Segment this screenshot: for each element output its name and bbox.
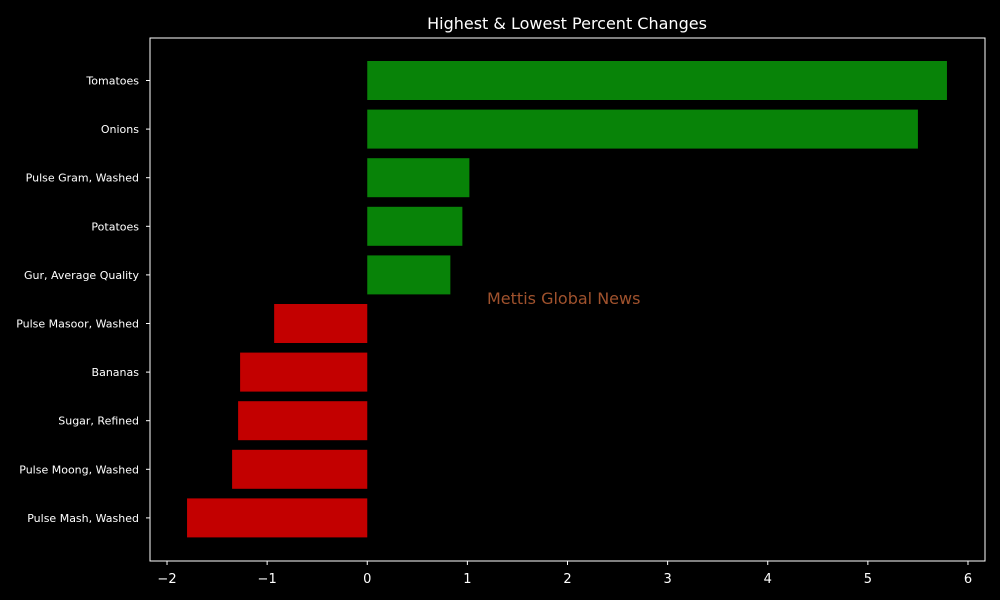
bar-gur-average-quality [367,255,451,295]
category-labels: Tomatoes Onions Pulse Gram, Washed Potatoes… [16,75,150,525]
y-category-label: Pulse Masoor, Washed [16,318,139,331]
x-tick-label: 4 [764,572,772,587]
bar-pulse-gram-washed [367,158,470,198]
bar-onions [367,109,918,149]
watermark-text: Mettis Global News [487,289,640,308]
y-category-label: Pulse Moong, Washed [19,463,139,476]
y-category-label: Tomatoes [85,75,139,88]
bar-potatoes [367,206,463,246]
x-tick-label: −1 [258,572,277,587]
y-category-label: Gur, Average Quality [24,269,139,282]
bar-sugar-refined [238,401,368,441]
x-tick-label: 1 [463,572,471,587]
y-category-label: Onions [101,123,139,136]
x-tick-label: 5 [864,572,872,587]
y-category-label: Pulse Gram, Washed [26,172,139,185]
y-category-label: Potatoes [91,220,139,233]
x-tick-label: 3 [663,572,671,587]
bar-pulse-mash-washed [187,498,368,538]
y-category-label: Pulse Mash, Washed [27,512,139,525]
y-category-label: Bananas [92,366,140,379]
x-tick-label: 0 [363,572,371,587]
x-tick-label: 2 [563,572,571,587]
x-tick-label: 6 [964,572,972,587]
bar-bananas [240,352,368,392]
bars-group [187,61,947,538]
bar-pulse-masoor-washed [274,304,368,343]
y-category-label: Sugar, Refined [58,415,139,428]
x-tick-label: −2 [157,572,176,587]
x-axis-ticks: −2 −1 0 1 2 3 4 5 6 [157,561,972,587]
bar-tomatoes [367,61,947,100]
chart-title: Highest & Lowest Percent Changes [427,14,707,33]
bar-pulse-moong-washed [232,449,368,489]
